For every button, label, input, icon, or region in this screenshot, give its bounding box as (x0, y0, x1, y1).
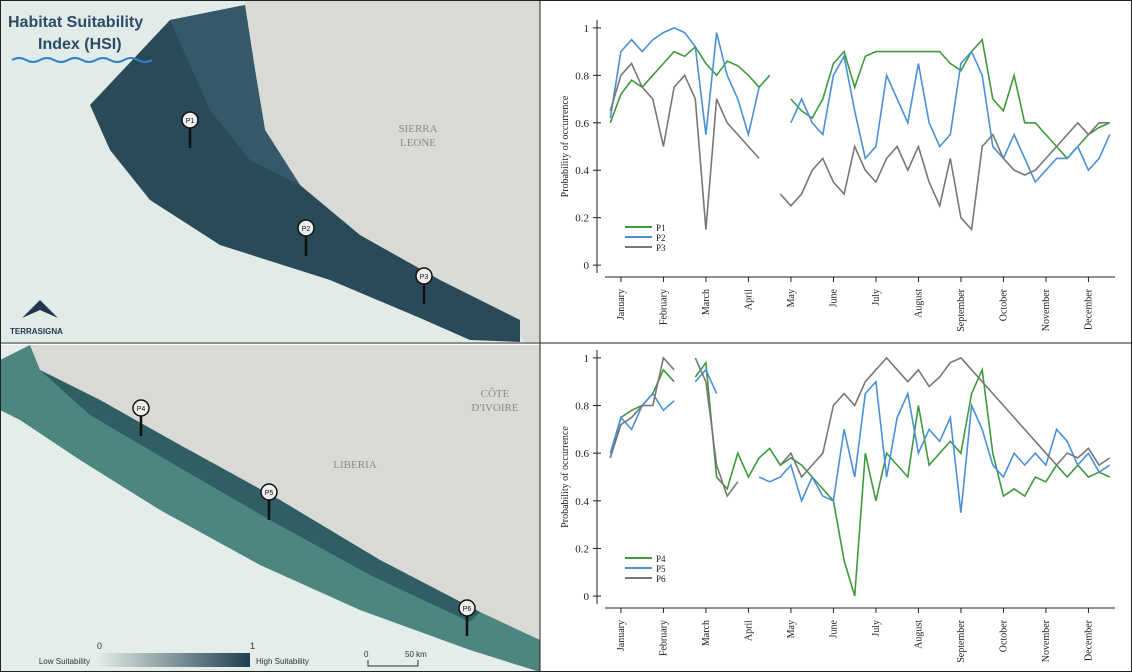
y-tick-label: 0.8 (575, 401, 589, 413)
legend-label: Low Suitability (39, 657, 90, 666)
y-tick-label: 0.8 (575, 70, 589, 82)
legend-value: 1 (250, 641, 255, 651)
legend-label: P3 (656, 243, 666, 253)
logo: TERRASIGNA (10, 327, 63, 336)
page: Habitat Suitability Index (HSI) SIERRA L… (0, 0, 1132, 672)
legend-label: P2 (656, 233, 666, 243)
x-tick-label: October (998, 619, 1009, 652)
legend-label: P5 (656, 564, 666, 574)
y-tick-label: 0 (584, 260, 590, 272)
legend-value: 0 (97, 641, 102, 651)
pin-label: P2 (302, 226, 311, 233)
x-tick-label: November (1041, 619, 1052, 662)
x-tick-label: April (743, 289, 754, 310)
y-tick-label: 0.2 (575, 213, 589, 225)
x-tick-label: December (1083, 288, 1094, 330)
y-tick-label: 0.4 (575, 165, 589, 177)
y-tick-label: 1 (584, 353, 590, 365)
legend-gradient (95, 653, 250, 667)
scale-label: 50 km (405, 650, 427, 659)
y-tick-label: 0.6 (575, 448, 589, 460)
x-tick-label: June (828, 288, 839, 307)
pin-label: P5 (265, 490, 274, 497)
x-tick-label: February (658, 620, 669, 656)
x-tick-label: April (743, 620, 754, 641)
x-tick-label: October (998, 288, 1009, 321)
x-tick-label: February (658, 289, 669, 325)
x-tick-label: November (1041, 288, 1052, 331)
x-tick-label: August (913, 620, 924, 649)
country-label: LIBERIA (333, 459, 376, 471)
map-title: Habitat Suitability (8, 14, 143, 31)
y-tick-label: 0 (584, 591, 590, 603)
country-label: CÔTE (481, 388, 510, 400)
x-tick-label: July (871, 289, 882, 306)
pin-label: P4 (137, 406, 146, 413)
x-tick-label: December (1083, 619, 1094, 661)
pin-label: P1 (186, 118, 195, 125)
x-tick-label: March (701, 620, 712, 646)
x-tick-label: June (828, 619, 839, 638)
x-tick-label: September (956, 288, 967, 331)
country-label: LEONE (400, 137, 436, 149)
country-label: SIERRA (398, 123, 437, 135)
y-tick-label: 0.4 (575, 496, 589, 508)
map-top: Habitat Suitability Index (HSI) SIERRA L… (0, 0, 540, 342)
x-tick-label: August (913, 289, 924, 318)
x-tick-label: May (786, 289, 797, 307)
x-tick-label: January (616, 620, 627, 651)
pin-label: P3 (420, 274, 429, 281)
y-tick-label: 0.2 (575, 543, 589, 555)
x-tick-label: March (701, 289, 712, 315)
y-tick-label: 0.6 (575, 118, 589, 130)
map-title: Index (HSI) (38, 36, 122, 53)
y-axis-label: Probability of occurrence (560, 95, 571, 197)
scale-label: 0 (364, 650, 369, 659)
x-tick-label: September (956, 619, 967, 662)
x-tick-label: May (786, 620, 797, 638)
x-tick-label: January (616, 289, 627, 320)
y-axis-label: Probability of occurrence (560, 426, 571, 528)
country-label: D'IVOIRE (471, 402, 518, 414)
y-tick-label: 1 (584, 23, 590, 35)
legend-label: High Suitability (256, 657, 309, 666)
legend-label: P1 (656, 223, 666, 233)
legend-label: P6 (656, 574, 666, 584)
pin-label: P6 (463, 606, 472, 613)
x-tick-label: July (871, 620, 882, 637)
legend-label: P4 (656, 554, 666, 564)
